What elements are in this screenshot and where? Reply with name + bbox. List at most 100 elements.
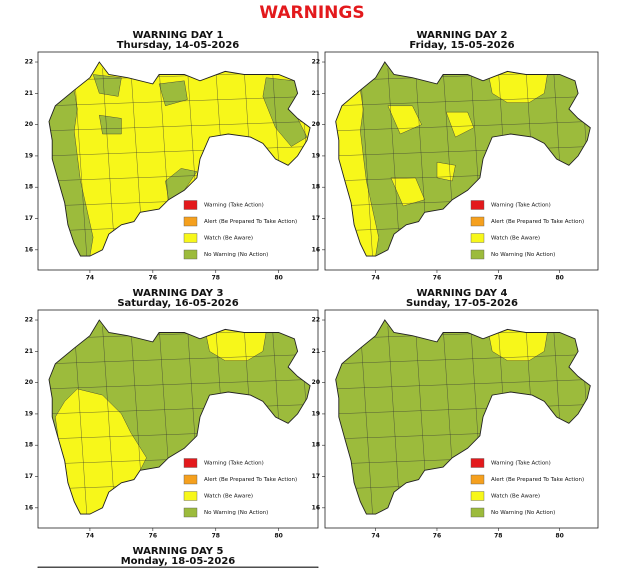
legend-label: Watch (Be Aware) xyxy=(204,236,253,242)
y-tick-label: 16 xyxy=(25,504,33,511)
state-outline xyxy=(48,319,311,515)
legend-swatch xyxy=(470,249,485,260)
district-border xyxy=(580,68,591,257)
legend-swatch xyxy=(183,491,198,501)
state-fill xyxy=(49,62,311,257)
district-border xyxy=(387,68,401,257)
district-border xyxy=(49,379,311,390)
x-tick-label: 76 xyxy=(433,533,441,540)
legend-label: No Warning (No Action) xyxy=(491,510,555,516)
panel-date: Monday, 18-05-2026 xyxy=(121,556,236,567)
legend-label: Warning (Take Action) xyxy=(204,203,264,209)
y-tick-label: 22 xyxy=(25,59,33,66)
legend-swatch xyxy=(470,233,485,243)
legend-swatch xyxy=(470,474,485,485)
legend-label: No Warning (No Action) xyxy=(204,252,268,258)
legend-swatch xyxy=(470,200,485,210)
legend-swatch xyxy=(470,507,485,518)
y-tick-label: 17 xyxy=(25,215,33,222)
map-frame xyxy=(37,309,319,529)
district-border xyxy=(335,379,591,390)
district-border xyxy=(74,326,87,515)
panel-date: Saturday, 16-05-2026 xyxy=(117,298,238,309)
panel-date: Friday, 15-05-2026 xyxy=(409,40,514,51)
y-tick-label: 16 xyxy=(312,504,320,511)
legend-swatch xyxy=(183,200,198,210)
legend-label: Alert (Be Prepared To Take Action) xyxy=(204,219,297,225)
x-tick-label: 80 xyxy=(555,275,563,282)
legend-label: Alert (Be Prepared To Take Action) xyxy=(491,477,584,483)
y-tick-label: 18 xyxy=(312,442,320,449)
legend-label: Watch (Be Aware) xyxy=(491,494,540,500)
x-tick-label: 78 xyxy=(494,533,502,540)
y-tick-label: 22 xyxy=(25,317,33,324)
y-tick-label: 21 xyxy=(312,348,320,355)
y-tick-label: 19 xyxy=(25,410,33,417)
legend-label: Alert (Be Prepared To Take Action) xyxy=(491,219,584,225)
y-tick-label: 18 xyxy=(25,184,33,191)
y-tick-label: 18 xyxy=(312,184,320,191)
x-tick-label: 74 xyxy=(371,275,379,282)
legend-swatch xyxy=(183,249,198,260)
district-border xyxy=(335,354,591,365)
map-frame xyxy=(37,51,319,271)
district-border xyxy=(335,121,591,132)
y-tick-label: 18 xyxy=(25,442,33,449)
legend-label: Alert (Be Prepared To Take Action) xyxy=(204,477,297,483)
y-tick-label: 22 xyxy=(312,59,320,66)
district-border xyxy=(360,326,373,515)
district-region xyxy=(165,168,198,201)
y-tick-label: 21 xyxy=(25,348,33,355)
district-border xyxy=(49,354,311,365)
x-tick-label: 80 xyxy=(274,275,282,282)
legend-swatch xyxy=(470,458,485,468)
district-border xyxy=(49,96,311,107)
districts xyxy=(49,326,311,515)
state-outline xyxy=(48,61,311,257)
x-tick-label: 76 xyxy=(149,275,157,282)
districts xyxy=(49,68,311,257)
x-tick-label: 74 xyxy=(86,275,94,282)
legend-label: Warning (Take Action) xyxy=(491,203,551,209)
x-tick-label: 74 xyxy=(86,533,94,540)
legend-swatch xyxy=(183,458,198,468)
y-tick-label: 17 xyxy=(312,473,320,480)
map-frame xyxy=(324,309,599,529)
district-border xyxy=(74,68,87,257)
x-tick-label: 76 xyxy=(149,533,157,540)
x-tick-label: 76 xyxy=(433,275,441,282)
legend-label: Watch (Be Aware) xyxy=(491,236,540,242)
legend-swatch xyxy=(183,507,198,518)
panel-title: WARNING DAY 2 xyxy=(417,30,508,41)
state-outline xyxy=(335,319,591,515)
x-tick-label: 80 xyxy=(555,533,563,540)
page-title: WARNINGS xyxy=(259,3,364,23)
legend-swatch xyxy=(183,233,198,243)
district-region xyxy=(436,161,456,182)
y-tick-label: 17 xyxy=(312,215,320,222)
map-frame xyxy=(324,51,599,271)
legend-swatch xyxy=(470,216,485,227)
district-region xyxy=(92,74,122,97)
district-border xyxy=(387,326,401,515)
district-border xyxy=(580,326,591,515)
x-tick-label: 78 xyxy=(494,275,502,282)
state-outline xyxy=(335,61,591,257)
panel-title: WARNING DAY 3 xyxy=(133,288,224,299)
y-tick-label: 19 xyxy=(312,410,320,417)
district-border xyxy=(335,96,591,107)
y-tick-label: 16 xyxy=(312,246,320,253)
district-region xyxy=(390,177,425,207)
panel-title: WARNING DAY 5 xyxy=(133,546,224,557)
legend-label: Warning (Take Action) xyxy=(204,461,264,467)
legend-label: Watch (Be Aware) xyxy=(204,494,253,500)
district-region xyxy=(387,105,422,135)
legend-label: No Warning (No Action) xyxy=(204,510,268,516)
y-tick-label: 20 xyxy=(312,379,320,386)
